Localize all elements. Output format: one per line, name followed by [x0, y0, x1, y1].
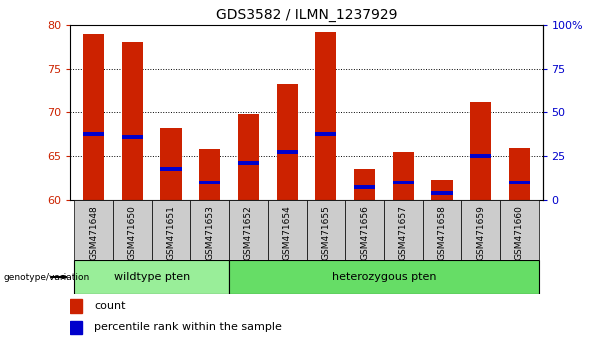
Text: GSM471657: GSM471657	[398, 205, 408, 260]
Text: GSM471650: GSM471650	[128, 205, 137, 260]
Text: GSM471648: GSM471648	[89, 205, 98, 259]
Bar	[432, 191, 452, 195]
Bar	[199, 149, 221, 200]
Bar	[470, 154, 491, 158]
Bar	[422, 200, 461, 260]
Bar	[306, 200, 345, 260]
Bar	[191, 200, 229, 260]
Bar	[83, 34, 104, 200]
Bar	[500, 200, 539, 260]
Bar	[392, 152, 414, 200]
Bar	[229, 260, 539, 294]
Bar	[113, 200, 152, 260]
Bar	[122, 42, 143, 200]
Bar	[392, 181, 414, 184]
Bar	[74, 200, 113, 260]
Text: GSM471656: GSM471656	[360, 205, 369, 260]
Bar	[70, 299, 82, 313]
Text: heterozygous pten: heterozygous pten	[332, 272, 436, 282]
Text: GSM471658: GSM471658	[438, 205, 446, 260]
Bar	[509, 181, 530, 184]
Bar	[161, 128, 181, 200]
Text: GSM471654: GSM471654	[283, 205, 292, 259]
Bar	[199, 181, 221, 184]
Bar	[238, 114, 259, 200]
Bar	[83, 132, 104, 136]
Text: wildtype pten: wildtype pten	[113, 272, 190, 282]
Bar	[276, 150, 298, 154]
Bar	[461, 200, 500, 260]
Bar	[432, 180, 452, 200]
Text: GSM471653: GSM471653	[205, 205, 215, 260]
Bar	[70, 320, 82, 334]
Bar	[470, 102, 491, 200]
Text: GSM471652: GSM471652	[244, 205, 253, 259]
Text: GSM471655: GSM471655	[321, 205, 330, 260]
Text: count: count	[94, 301, 126, 311]
Bar	[315, 132, 337, 136]
Bar	[354, 185, 375, 189]
Bar	[276, 84, 298, 200]
Bar	[315, 32, 337, 200]
Title: GDS3582 / ILMN_1237929: GDS3582 / ILMN_1237929	[216, 8, 397, 22]
Bar	[384, 200, 422, 260]
Bar	[74, 260, 229, 294]
Bar	[509, 148, 530, 200]
Bar	[354, 169, 375, 200]
Bar	[161, 167, 181, 171]
Bar	[238, 161, 259, 165]
Text: GSM471660: GSM471660	[515, 205, 524, 260]
Text: percentile rank within the sample: percentile rank within the sample	[94, 322, 282, 332]
Bar	[268, 200, 306, 260]
Text: GSM471659: GSM471659	[476, 205, 485, 260]
Text: GSM471651: GSM471651	[167, 205, 175, 260]
Bar	[152, 200, 191, 260]
Bar	[122, 135, 143, 139]
Bar	[345, 200, 384, 260]
Bar	[229, 200, 268, 260]
Text: genotype/variation: genotype/variation	[3, 273, 89, 281]
